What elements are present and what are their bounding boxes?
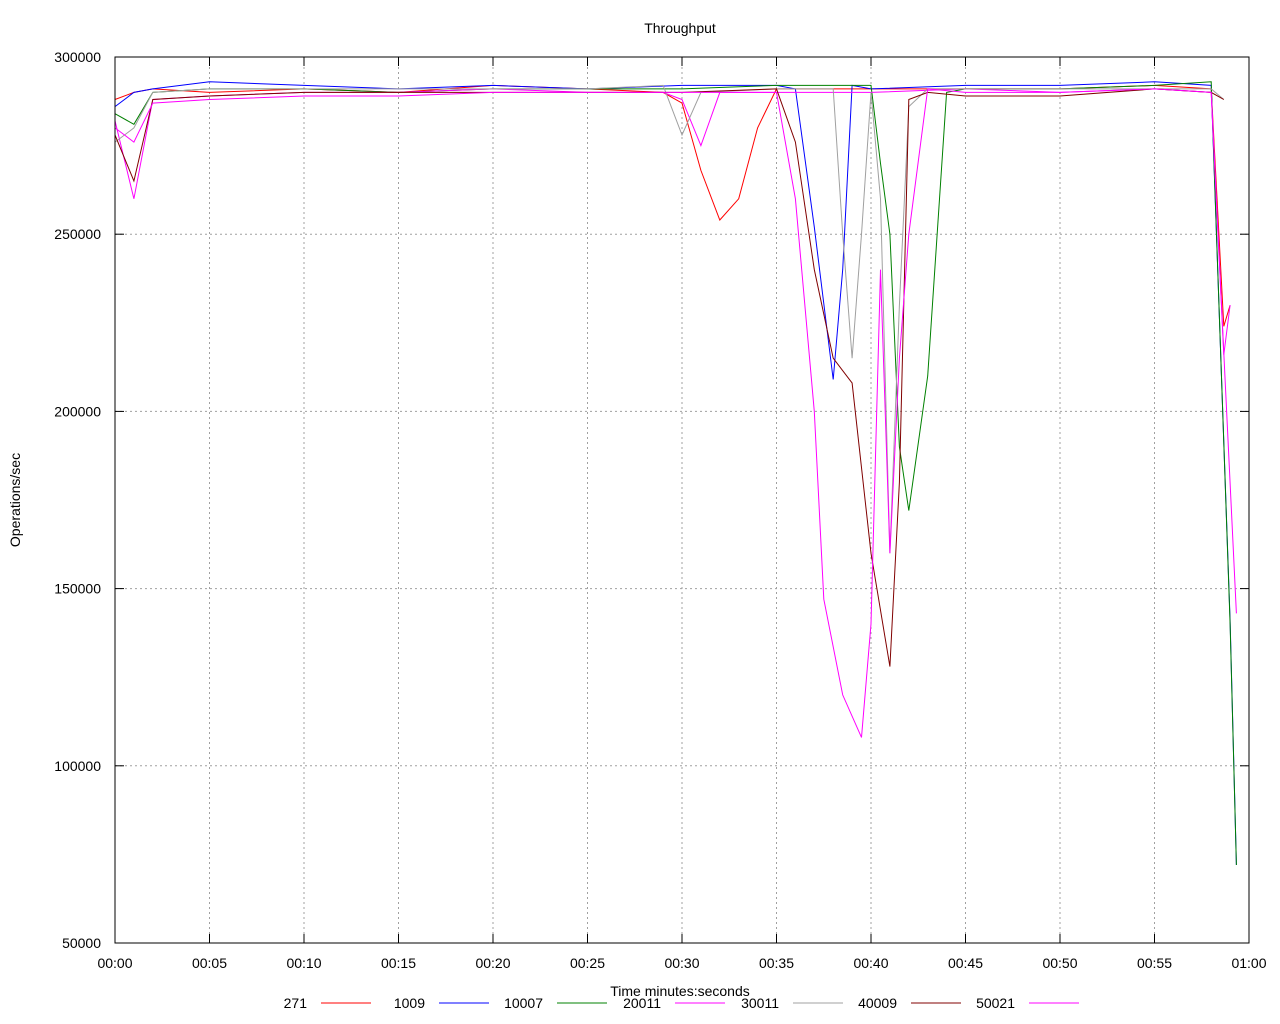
legend-label-30011: 30011: [741, 995, 779, 1011]
series-line-271: [114, 84, 1231, 327]
x-tick-label: 00:00: [97, 955, 132, 971]
series-line-10007: [114, 81, 1237, 866]
x-tick-label: 00:25: [570, 955, 605, 971]
legend-label-50021: 50021: [976, 995, 1015, 1011]
legend: 271 1009 10007 20011 30011 40009 50021: [284, 995, 1079, 1011]
x-tick-label: 00:15: [381, 955, 416, 971]
gridlines: [115, 57, 1249, 943]
x-tick-label: 00:30: [664, 955, 699, 971]
y-tick-label: 300000: [54, 49, 101, 65]
series-line-20011: [114, 88, 1231, 355]
x-tick-label: 00:35: [759, 955, 794, 971]
series-line-40009: [114, 88, 1225, 667]
legend-label-20011: 20011: [623, 995, 661, 1011]
axis-ticks: 50000 100000 150000 200000 250000 300000 00:00…: [54, 49, 1266, 971]
y-tick-label: 50000: [62, 935, 101, 951]
series-line-50021: [114, 88, 1237, 738]
x-axis-label: Time minutes:seconds: [610, 983, 750, 999]
y-tick-label: 100000: [54, 758, 101, 774]
series-lines: [114, 81, 1237, 866]
y-tick-label: 200000: [54, 403, 101, 419]
x-tick-label: 00:05: [192, 955, 227, 971]
y-tick-label: 250000: [54, 226, 101, 242]
plot-frame: [114, 56, 1250, 944]
legend-label-1009: 1009: [394, 995, 425, 1011]
x-tick-label: 00:20: [475, 955, 510, 971]
x-tick-label: 01:00: [1231, 955, 1266, 971]
legend-label-40009: 40009: [858, 995, 897, 1011]
x-tick-label: 00:50: [1042, 955, 1077, 971]
x-tick-label: 00:55: [1137, 955, 1172, 971]
x-tick-label: 00:40: [853, 955, 888, 971]
chart-title: Throughput: [644, 20, 716, 36]
x-tick-label: 00:10: [286, 955, 321, 971]
y-axis-label: Operations/sec: [7, 453, 23, 547]
series-line-30011: [114, 84, 1225, 554]
series-line-1009: [114, 81, 1237, 866]
legend-label-271: 271: [284, 995, 308, 1011]
x-tick-label: 00:45: [948, 955, 983, 971]
legend-label-10007: 10007: [504, 995, 543, 1011]
y-tick-label: 150000: [54, 581, 101, 597]
